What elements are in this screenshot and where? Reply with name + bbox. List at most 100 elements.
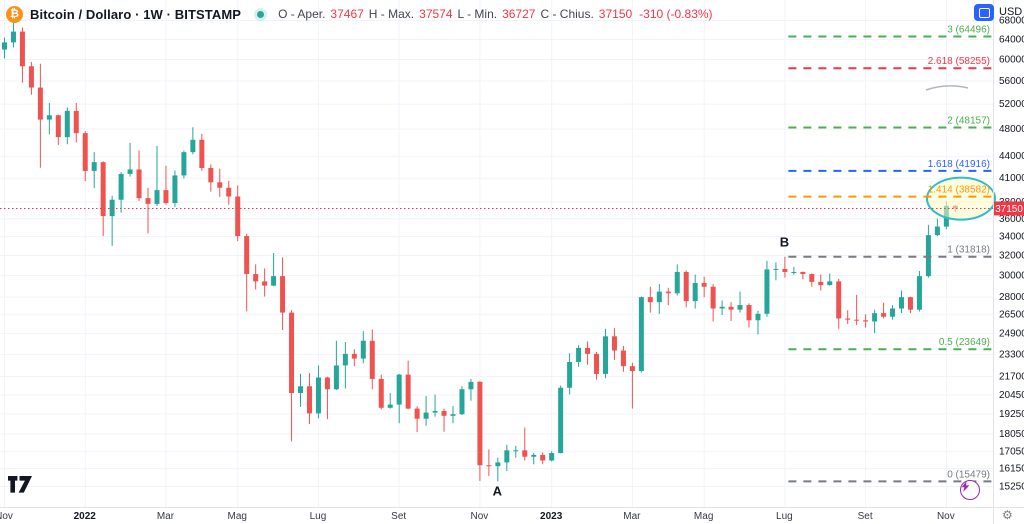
candle bbox=[459, 386, 465, 416]
open-label: O - Aper. bbox=[278, 7, 326, 21]
time-tick-label: Nov bbox=[937, 511, 955, 522]
candle-body bbox=[360, 340, 366, 359]
market-status-icon[interactable] bbox=[257, 10, 265, 18]
candle-body bbox=[845, 318, 851, 320]
candle bbox=[154, 145, 160, 206]
point-b-label[interactable]: B bbox=[780, 235, 789, 250]
fib-level-label: 1 (31818) bbox=[947, 245, 990, 256]
currency-label: USD bbox=[999, 6, 1023, 18]
candle-body bbox=[109, 199, 115, 217]
candle bbox=[172, 170, 178, 207]
candle-body bbox=[298, 386, 304, 394]
last-price-badge-value: 37150 bbox=[995, 204, 1023, 215]
candle-body bbox=[127, 169, 133, 174]
price-tick-label: 52000 bbox=[999, 99, 1024, 110]
price-tick-label: 48000 bbox=[999, 124, 1024, 135]
candle bbox=[181, 150, 187, 179]
candle-body bbox=[522, 450, 528, 457]
candle-body bbox=[782, 268, 788, 272]
price-axis[interactable]: 68000 64000 60000 56000 52000 48000 44000 41000… bbox=[994, 16, 1024, 493]
candle bbox=[674, 264, 680, 296]
price-tick-label: 21700 bbox=[999, 372, 1024, 383]
candle bbox=[611, 328, 617, 360]
fib-level-label: 2 (48157) bbox=[947, 116, 990, 127]
candle bbox=[235, 185, 241, 242]
currency-dropdown[interactable]: USD ▾ bbox=[999, 6, 1024, 18]
bitcoin-logo-icon: ₿ bbox=[6, 5, 23, 23]
candle bbox=[298, 373, 304, 407]
candle-body bbox=[73, 110, 79, 134]
price-tick-label: 41000 bbox=[999, 173, 1024, 184]
price-tick-label: 23300 bbox=[999, 349, 1024, 360]
candle bbox=[638, 296, 644, 373]
price-tick-label: 36000 bbox=[999, 214, 1024, 225]
pattern-annotations[interactable]: AB bbox=[493, 235, 789, 499]
candle bbox=[809, 273, 815, 287]
candle-body bbox=[190, 139, 196, 153]
candle-body bbox=[369, 340, 375, 379]
candle-body bbox=[244, 236, 250, 275]
candle bbox=[791, 266, 797, 275]
candle bbox=[854, 294, 860, 326]
price-tick-label: 16150 bbox=[999, 464, 1024, 475]
snapshot-button[interactable] bbox=[974, 4, 994, 21]
candle-body bbox=[701, 282, 707, 287]
low-value: 36727 bbox=[502, 7, 536, 21]
point-a-label[interactable]: A bbox=[493, 483, 503, 498]
settings-gear-icon[interactable]: ⚙ bbox=[1002, 508, 1013, 522]
candle-body bbox=[2, 42, 7, 50]
candle bbox=[324, 376, 330, 420]
highlight-ellipse-drawing[interactable] bbox=[926, 176, 996, 221]
price-tick-label: 19250 bbox=[999, 409, 1024, 420]
candle bbox=[818, 274, 824, 291]
candle-body bbox=[531, 454, 537, 457]
price-tick-label: 24900 bbox=[999, 329, 1024, 340]
boost-button[interactable] bbox=[960, 480, 980, 500]
price-tick-label: 28000 bbox=[999, 292, 1024, 303]
candle-body bbox=[854, 319, 860, 321]
candle bbox=[728, 302, 734, 321]
candle bbox=[163, 165, 169, 205]
candle bbox=[558, 385, 564, 454]
candle-body bbox=[540, 454, 546, 461]
candle bbox=[351, 349, 357, 367]
candle-body bbox=[495, 462, 501, 467]
candle bbox=[91, 152, 97, 189]
candle-body bbox=[289, 312, 295, 394]
candle-body bbox=[513, 450, 519, 452]
price-tick-label: 18050 bbox=[999, 429, 1024, 440]
price-tick-label: 32000 bbox=[999, 250, 1024, 261]
candle bbox=[450, 406, 456, 424]
brush-drawing[interactable] bbox=[925, 85, 969, 91]
candle bbox=[513, 445, 519, 458]
candle bbox=[82, 131, 88, 182]
candle-body bbox=[226, 187, 232, 197]
symbol-legend[interactable]: ₿ Bitcoin / Dollaro · 1W · BITSTAMP O - … bbox=[6, 4, 713, 24]
candle bbox=[773, 262, 779, 281]
candle bbox=[665, 287, 671, 306]
candle-body bbox=[199, 139, 205, 168]
candle-body bbox=[881, 313, 887, 317]
candle-body bbox=[827, 281, 833, 286]
candle bbox=[486, 449, 492, 476]
price-tick-label: 64000 bbox=[999, 34, 1024, 45]
candle bbox=[127, 142, 133, 177]
candle bbox=[827, 273, 833, 286]
fib-extension-tool[interactable]: 3 (64496) 2.618 (58255) 2 (48157) 1.618 (41… bbox=[788, 24, 996, 483]
candle-body bbox=[764, 269, 770, 314]
candle bbox=[118, 172, 124, 213]
candle-body bbox=[315, 377, 321, 414]
fib-level-label: 0 (15479) bbox=[947, 469, 990, 480]
high-label: H - Max. bbox=[368, 7, 415, 21]
price-tick-label: 34000 bbox=[999, 232, 1024, 243]
candle bbox=[360, 331, 366, 364]
symbol-title[interactable]: Bitcoin / Dollaro · 1W · BITSTAMP bbox=[30, 6, 242, 22]
candle bbox=[396, 373, 402, 424]
candle bbox=[262, 268, 268, 297]
candle bbox=[881, 302, 887, 319]
candle-body bbox=[567, 362, 573, 388]
low-label: L - Min. bbox=[457, 7, 498, 21]
candle-body bbox=[486, 465, 492, 467]
time-axis[interactable]: Nov 2022 Mar Mag Lug Set Nov 2023 Mar Mag Lug Set No… bbox=[0, 511, 955, 522]
